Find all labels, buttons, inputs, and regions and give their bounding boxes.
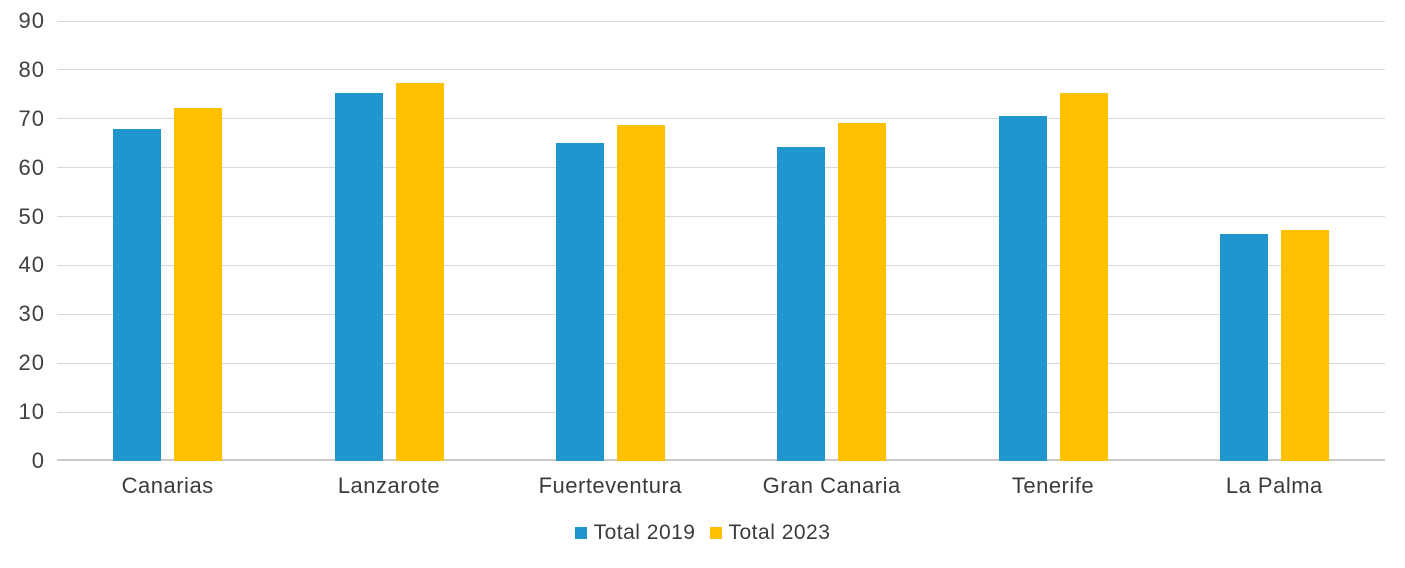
legend-label: Total 2023 — [728, 521, 831, 544]
gridline — [57, 20, 1385, 22]
y-tick-label: 80 — [18, 56, 45, 82]
legend-item-total-2019: Total 2019 — [574, 521, 696, 545]
y-tick-label: 30 — [18, 301, 45, 327]
gridline — [57, 411, 1385, 413]
bar-fuerteventura-total-2019 — [555, 143, 604, 461]
bar-fuerteventura-total-2023 — [616, 125, 665, 461]
legend-item-total-2023: Total 2023 — [709, 521, 831, 545]
y-tick-label: 70 — [18, 105, 45, 131]
gridline — [57, 69, 1385, 71]
bar-canarias-total-2019 — [113, 128, 162, 461]
plot-area — [57, 20, 1385, 461]
x-category-label: Lanzarote — [337, 473, 441, 498]
bar-gran-canaria-total-2023 — [838, 123, 887, 461]
bar-gran-canaria-total-2019 — [777, 147, 826, 461]
bar-lanzarote-total-2023 — [395, 82, 444, 461]
gridline — [57, 264, 1385, 266]
x-category-label: Canarias — [121, 473, 214, 498]
y-tick-label: 20 — [18, 350, 45, 376]
y-tick-label: 50 — [18, 203, 45, 229]
x-axis-line — [57, 459, 1385, 461]
bar-tenerife-total-2023 — [1059, 92, 1108, 461]
y-tick-label: 0 — [31, 448, 45, 473]
x-axis-labels: Canarias Lanzarote Fuerteventura Gran Canar… — [0, 473, 1405, 503]
bar-tenerife-total-2019 — [998, 115, 1047, 461]
legend-label: Total 2019 — [593, 521, 696, 544]
bar-la-palma-total-2019 — [1219, 233, 1268, 461]
bar-lanzarote-total-2019 — [334, 93, 383, 461]
y-tick-label: 60 — [18, 154, 45, 180]
bar-canarias-total-2023 — [174, 108, 223, 461]
y-tick-label: 90 — [18, 8, 45, 33]
gridline — [57, 216, 1385, 218]
bar-la-palma-total-2023 — [1280, 229, 1329, 461]
legend: Total 2019 Total 2023 — [0, 521, 1405, 545]
gridline — [57, 167, 1385, 169]
gridline — [57, 313, 1385, 315]
legend-swatch-icon — [574, 527, 587, 539]
y-tick-label: 40 — [18, 252, 45, 278]
x-category-label: Gran Canaria — [762, 473, 901, 498]
x-category-label: Tenerife — [1011, 473, 1095, 498]
y-axis-labels: 0 10 20 30 40 50 60 70 80 90 — [0, 0, 45, 568]
gridline — [57, 118, 1385, 120]
legend-swatch-icon — [709, 527, 722, 539]
y-tick-label: 10 — [18, 399, 45, 425]
x-category-label: Fuerteventura — [538, 473, 683, 498]
gridline — [57, 362, 1385, 364]
x-category-label: La Palma — [1225, 473, 1323, 498]
